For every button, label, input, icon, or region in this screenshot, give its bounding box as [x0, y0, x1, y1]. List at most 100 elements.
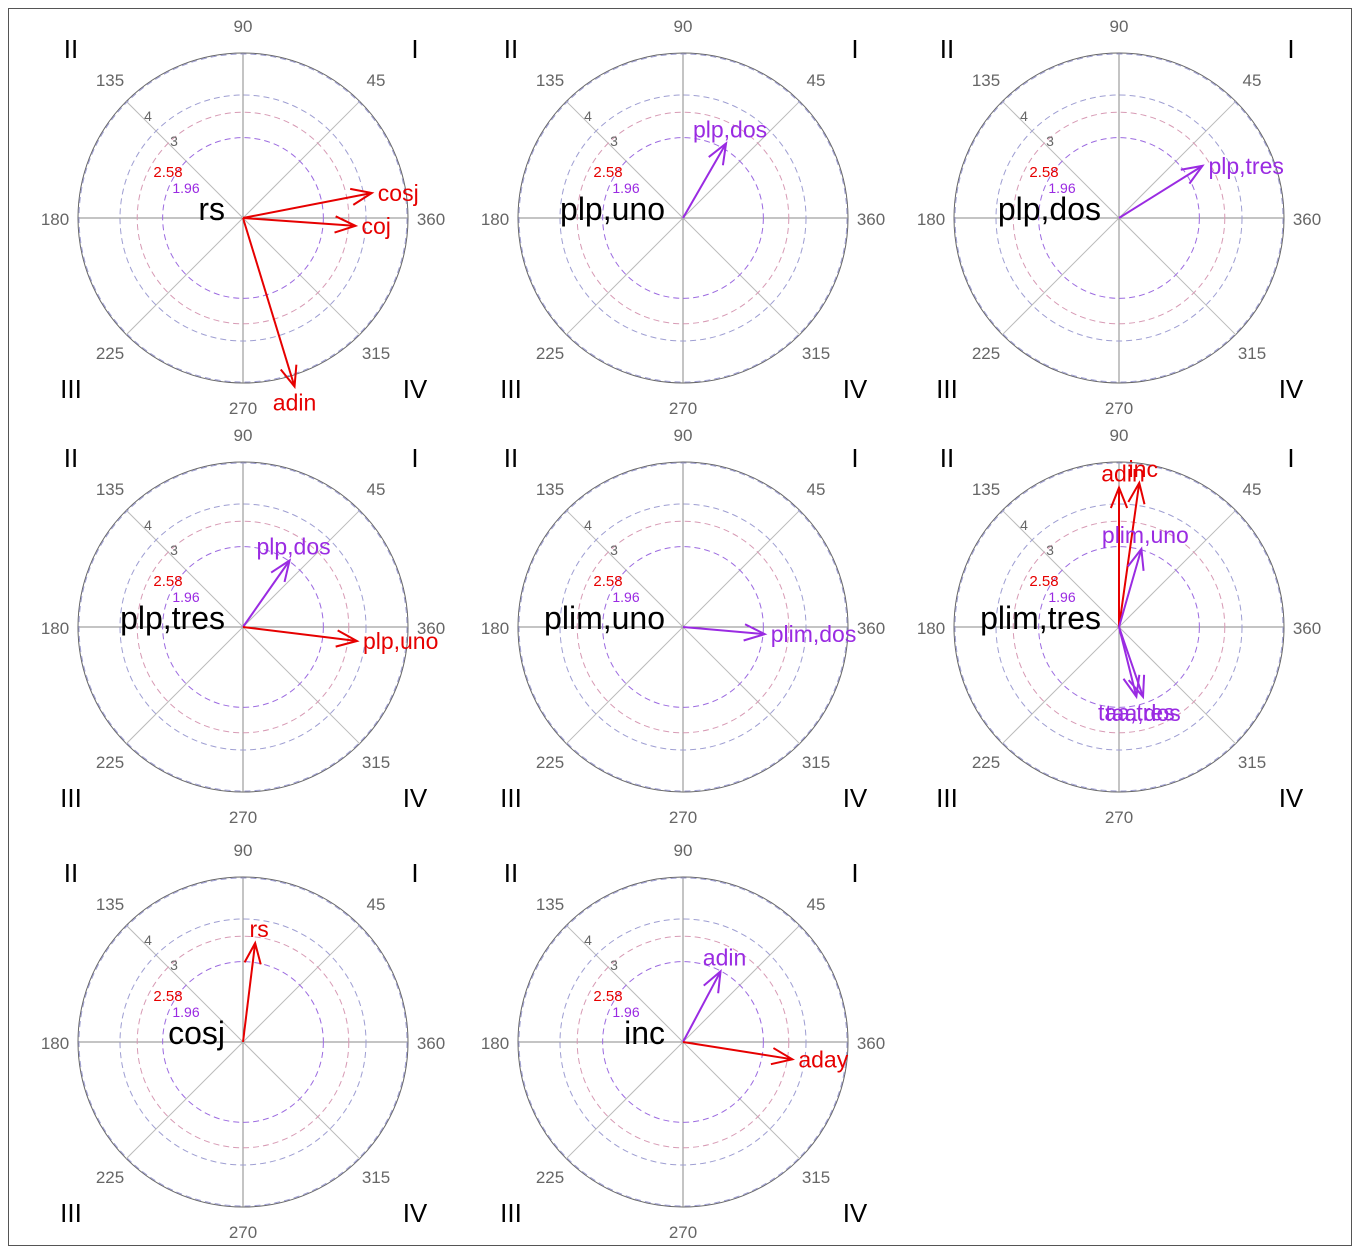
vector-label: plp,dos	[693, 116, 767, 142]
angle-tick-label: 225	[972, 753, 1000, 772]
vector-arrowhead	[349, 187, 375, 206]
vector-label: plp,uno	[363, 628, 438, 654]
vector-arrowhead	[708, 141, 728, 166]
vector-arrowhead	[770, 1047, 795, 1066]
angle-tick-label: 270	[669, 1223, 697, 1242]
vector-arrowhead	[1127, 480, 1146, 505]
vector-label: plim,dos	[771, 621, 857, 647]
dashed-ring	[78, 462, 408, 792]
angle-tick-label: 360	[417, 1034, 445, 1053]
quadrant-label: I	[411, 443, 418, 473]
dashed-ring	[954, 53, 1284, 383]
angle-tick-label: 225	[96, 1168, 124, 1187]
angle-tick-label: 45	[807, 895, 826, 914]
ring-label: 4	[1020, 108, 1028, 124]
ring-label: 1.96	[612, 589, 639, 605]
dashed-ring	[119, 94, 367, 342]
dashed-ring	[602, 546, 764, 708]
quadrant-label: I	[851, 858, 858, 888]
quadrant-label: III	[60, 1198, 82, 1228]
angle-tick-label: 315	[362, 753, 390, 772]
vector-label: plp,tres	[1208, 153, 1283, 179]
dashed-ring	[136, 935, 350, 1149]
quadrant-label: IV	[403, 783, 428, 813]
ring-label: 4	[584, 517, 592, 533]
quadrant-label: II	[64, 858, 78, 888]
angle-tick-label: 360	[1293, 210, 1321, 229]
focal-label: plim,tres	[980, 600, 1101, 636]
ring-label: 1.96	[1048, 180, 1075, 196]
angle-tick-label: 135	[536, 895, 564, 914]
quadrant-label: IV	[843, 783, 868, 813]
angle-tick-label: 45	[367, 480, 386, 499]
vector-arrowhead	[334, 215, 359, 234]
quadrant-label: IV	[403, 1198, 428, 1228]
quadrant-label: II	[504, 34, 518, 64]
vector-label: rs	[250, 916, 269, 942]
quadrant-label: IV	[403, 374, 428, 404]
angle-tick-label: 270	[669, 808, 697, 827]
vector-line	[242, 191, 372, 219]
angle-tick-label: 270	[229, 399, 257, 418]
angle-tick-label: 315	[1238, 344, 1266, 363]
ring-label: 2.58	[153, 988, 182, 1005]
quadrant-label: IV	[1279, 783, 1304, 813]
quadrant-label: III	[936, 374, 958, 404]
quadrant-label: II	[940, 443, 954, 473]
angle-tick-label: 360	[1293, 619, 1321, 638]
angle-tick-label: 225	[536, 344, 564, 363]
angle-tick-label: 270	[1105, 808, 1133, 827]
vector-line	[682, 1041, 793, 1061]
angle-tick-label: 90	[674, 426, 693, 445]
dashed-ring	[119, 503, 367, 751]
dashed-ring	[576, 935, 790, 1149]
angle-tick-label: 45	[807, 71, 826, 90]
quadrant-label: I	[411, 34, 418, 64]
vector-arrowhead	[1180, 164, 1205, 185]
ring-label: 4	[144, 108, 152, 124]
angle-tick-label: 315	[362, 1168, 390, 1187]
quadrant-label: I	[1287, 443, 1294, 473]
quadrant-label: III	[60, 783, 82, 813]
vector-arrowhead	[1109, 484, 1129, 509]
focal-label: plim,uno	[544, 600, 665, 636]
angle-tick-label: 135	[96, 895, 124, 914]
angle-tick-label: 45	[367, 895, 386, 914]
ring-label: 1.96	[172, 589, 199, 605]
ring-label: 1.96	[172, 180, 199, 196]
angle-tick-label: 270	[229, 1223, 257, 1242]
dashed-ring	[1038, 546, 1200, 708]
angle-tick-label: 225	[536, 1168, 564, 1187]
angle-tick-label: 360	[857, 1034, 885, 1053]
focal-label: plp,dos	[998, 191, 1101, 227]
ring-label: 4	[584, 932, 592, 948]
angle-tick-label: 90	[674, 841, 693, 860]
angle-tick-label: 315	[362, 344, 390, 363]
ring-label: 3	[610, 133, 618, 149]
vector-line	[242, 559, 291, 628]
dashed-ring	[162, 137, 324, 299]
vector-arrowhead	[270, 558, 292, 583]
quadrant-label: III	[60, 374, 82, 404]
ring-label: 1.96	[1048, 589, 1075, 605]
quadrant-label: I	[851, 443, 858, 473]
angle-tick-label: 225	[96, 344, 124, 363]
dashed-ring	[559, 94, 807, 342]
vector-line	[242, 942, 257, 1043]
dashed-ring	[995, 94, 1243, 342]
ring-label: 2.58	[1029, 164, 1058, 181]
quadrant-label: IV	[843, 374, 868, 404]
quadrant-label: II	[940, 34, 954, 64]
vector-label: taa,tres	[1098, 700, 1175, 726]
ring-label: 4	[584, 108, 592, 124]
quadrant-label: III	[500, 783, 522, 813]
vector-line	[1118, 165, 1203, 219]
focal-label: rs	[198, 191, 225, 227]
angle-tick-label: 180	[481, 1034, 509, 1053]
ring-label: 3	[170, 133, 178, 149]
